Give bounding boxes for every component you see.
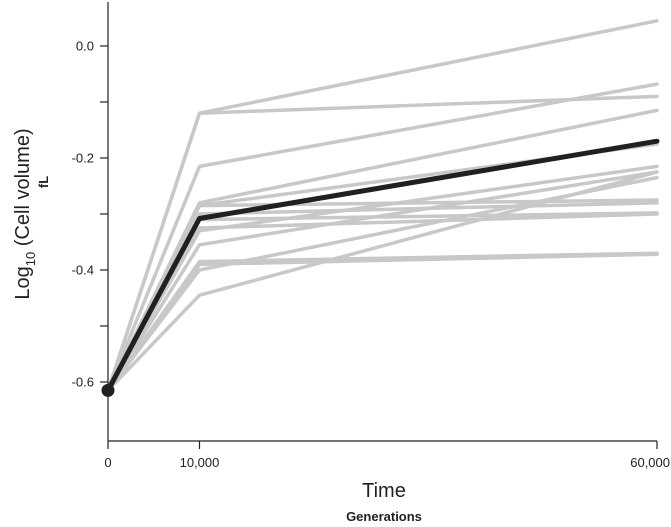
y-axis-title-prefix: Log (12, 266, 34, 299)
y-tick-label: -0.6 (72, 375, 94, 390)
background-series-group (106, 19, 659, 393)
series-line-2 (106, 82, 659, 393)
series-line-13 (106, 251, 659, 393)
y-tick-label: 0.0 (76, 39, 94, 54)
y-tick-label: -0.4 (72, 263, 94, 278)
y-tick-label: -0.2 (72, 151, 94, 166)
series-line-9 (106, 170, 659, 393)
series-line-5 (106, 142, 659, 393)
y-axis-subtitle-group: fL (36, 176, 51, 188)
series-line-14 (106, 252, 659, 393)
series-line-7 (106, 170, 659, 393)
x-axis-title: Time (362, 480, 406, 502)
y-axis-title-subscript: 10 (23, 252, 38, 266)
mean-series-line (105, 138, 660, 393)
x-tick-label: 60,000 (630, 455, 670, 470)
ticks-group: 0.0 -0.2 -0.4 -0.6 0 10,000 60,000 (72, 39, 670, 471)
x-tick-label: 10,000 (180, 455, 220, 470)
series-line-3 (106, 94, 659, 393)
x-tick-label: 0 (104, 455, 111, 470)
series-line-4 (106, 108, 659, 393)
y-axis-title-suffix: (Cell volume) (12, 128, 34, 251)
x-axis-subtitle: Generations (346, 509, 422, 524)
y-axis-title-group: Log10 (Cell volume) (12, 128, 38, 299)
y-axis-subtitle: fL (36, 176, 51, 188)
y-axis-title: Log10 (Cell volume) (12, 128, 38, 299)
